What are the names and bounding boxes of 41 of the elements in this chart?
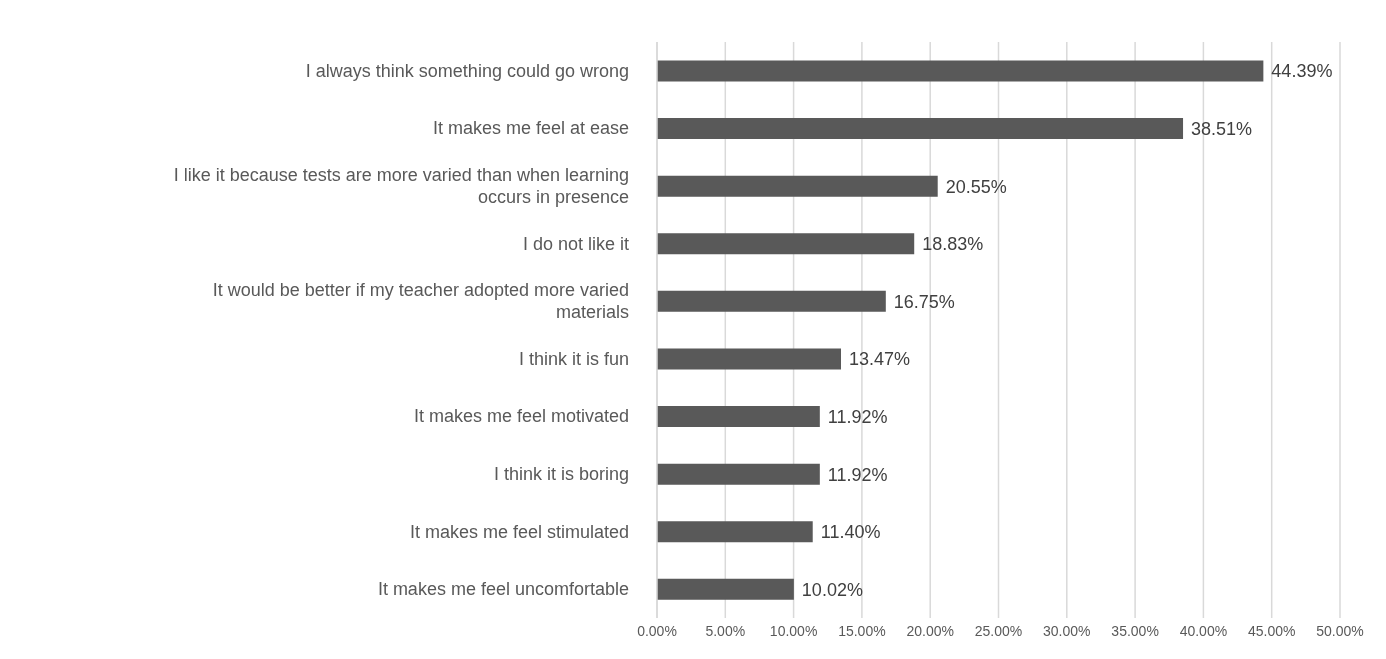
data-label: 16.75% xyxy=(893,291,955,312)
y-tick-label: I think it is fun xyxy=(518,348,629,369)
y-tick-label: I think it is boring xyxy=(493,464,629,484)
data-label: 10.02% xyxy=(801,579,863,600)
bar xyxy=(657,406,820,428)
x-tick-label: 5.00% xyxy=(705,622,746,639)
x-tick-label: 0.00% xyxy=(637,622,677,639)
x-tick-label: 20.00% xyxy=(906,622,954,639)
bar xyxy=(657,578,794,600)
bar xyxy=(657,348,841,370)
x-tick-label: 10.00% xyxy=(769,622,818,639)
x-tick-label: 50.00% xyxy=(1316,622,1364,639)
x-tick-label: 35.00% xyxy=(1111,622,1159,639)
x-tick-label: 30.00% xyxy=(1043,622,1091,639)
data-label: 11.40% xyxy=(820,522,881,543)
bar xyxy=(657,233,915,255)
bar xyxy=(657,175,938,197)
x-tick-label: 15.00% xyxy=(838,622,886,639)
y-tick-label: It would be better if my teacher adopted more varied materials xyxy=(212,280,629,323)
data-label: 18.83% xyxy=(922,234,984,255)
x-tick-label: 25.00% xyxy=(974,622,1023,639)
y-tick-label: It makes me feel uncomfortable xyxy=(377,579,629,600)
y-tick-label: I always think something could go wrong xyxy=(305,60,629,81)
x-tick-label: 40.00% xyxy=(1179,622,1228,639)
data-label: 11.92% xyxy=(827,406,888,427)
data-label: 44.39% xyxy=(1271,61,1333,82)
bar xyxy=(657,521,813,543)
x-tick-label: 45.00% xyxy=(1247,622,1296,639)
y-tick-label: I like it because tests are more varied than when learning occurs in presence xyxy=(173,165,629,207)
bar xyxy=(657,118,1184,140)
data-label: 13.47% xyxy=(849,349,911,370)
y-tick-label: It makes me feel stimulated xyxy=(409,521,629,542)
data-label: 11.92% xyxy=(827,464,888,485)
y-tick-label: I do not like it xyxy=(522,233,629,254)
y-tick-label: It makes me feel motivated xyxy=(413,406,629,427)
y-tick-label: It makes me feel at ease xyxy=(432,118,629,139)
bar xyxy=(657,290,886,312)
data-label: 20.55% xyxy=(945,176,1007,197)
bar xyxy=(657,463,820,485)
bar xyxy=(657,60,1264,82)
data-label: 38.51% xyxy=(1191,118,1253,139)
